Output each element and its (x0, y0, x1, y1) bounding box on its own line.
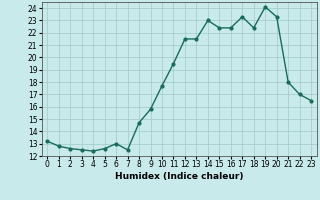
X-axis label: Humidex (Indice chaleur): Humidex (Indice chaleur) (115, 172, 244, 181)
